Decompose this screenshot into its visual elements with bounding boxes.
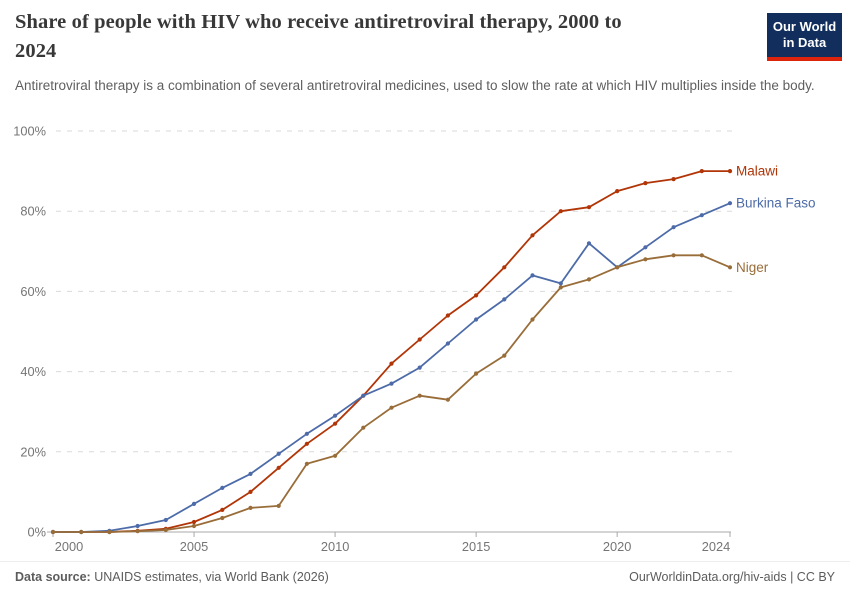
point-burkina-faso-2011[interactable]: [361, 393, 366, 398]
data-source-text: UNAIDS estimates, via World Bank (2026): [90, 570, 329, 584]
point-malawi-2009[interactable]: [304, 441, 309, 446]
point-niger-2000[interactable]: [50, 529, 56, 535]
point-malawi-2021[interactable]: [643, 181, 648, 186]
point-malawi-2019[interactable]: [586, 205, 592, 210]
point-malawi-2015[interactable]: [474, 293, 479, 298]
chart-title-line2: 2024: [15, 40, 57, 62]
x-axis-label-2005: 2005: [180, 539, 208, 554]
point-burkina-faso-2009[interactable]: [304, 431, 309, 436]
point-burkina-faso-2016[interactable]: [502, 297, 507, 302]
point-burkina-faso-2017[interactable]: [530, 273, 535, 278]
owid-logo[interactable]: Our World in Data: [767, 13, 842, 61]
point-malawi-2012[interactable]: [389, 361, 394, 366]
point-niger-2010[interactable]: [333, 453, 338, 458]
point-niger-2001[interactable]: [79, 529, 84, 535]
point-niger-2005[interactable]: [191, 523, 197, 529]
y-axis-label-80: 80%: [20, 204, 46, 219]
owid-logo-line2: in Data: [782, 35, 827, 51]
owid-logo-accent-bar: [767, 56, 842, 61]
point-niger-2004[interactable]: [163, 527, 168, 533]
owid-logo-text: Our World in Data: [767, 13, 842, 57]
point-burkina-faso-2010[interactable]: [333, 413, 338, 418]
point-burkina-faso-2018[interactable]: [558, 281, 563, 286]
series-label-niger[interactable]: Niger: [736, 260, 769, 275]
point-burkina-faso-2014[interactable]: [445, 341, 450, 346]
point-burkina-faso-2022[interactable]: [671, 225, 676, 230]
point-malawi-2014[interactable]: [445, 313, 450, 318]
y-axis-label-20: 20%: [20, 444, 46, 459]
point-malawi-2013[interactable]: [417, 337, 422, 342]
point-niger-2024[interactable]: [727, 265, 733, 270]
point-niger-2023[interactable]: [699, 253, 704, 258]
x-axis-label-2024: 2024: [702, 539, 730, 554]
series-label-malawi[interactable]: Malawi: [736, 164, 778, 179]
point-niger-2002[interactable]: [107, 529, 112, 535]
point-burkina-faso-2008[interactable]: [276, 451, 281, 456]
line-malawi[interactable]: [52, 170, 731, 533]
point-niger-2018[interactable]: [558, 285, 563, 290]
point-niger-2013[interactable]: [417, 393, 422, 398]
line-niger[interactable]: [52, 254, 731, 533]
point-niger-2003[interactable]: [135, 529, 140, 534]
point-niger-2009[interactable]: [304, 461, 309, 466]
point-burkina-faso-2021[interactable]: [643, 245, 648, 250]
line-burkina-faso[interactable]: [52, 202, 731, 533]
point-malawi-2008[interactable]: [276, 465, 281, 470]
point-malawi-2006[interactable]: [220, 507, 225, 512]
y-axis-label-100: 100%: [13, 124, 46, 139]
series-label-burkina-faso[interactable]: Burkina Faso: [736, 196, 816, 211]
point-burkina-faso-2003[interactable]: [135, 523, 140, 529]
point-malawi-2005[interactable]: [191, 519, 197, 525]
point-burkina-faso-2006[interactable]: [220, 485, 225, 490]
point-niger-2022[interactable]: [671, 253, 676, 258]
point-burkina-faso-2004[interactable]: [163, 517, 168, 523]
point-burkina-faso-2019[interactable]: [586, 241, 592, 246]
point-niger-2020[interactable]: [615, 265, 620, 270]
point-niger-2019[interactable]: [586, 277, 592, 282]
point-niger-2016[interactable]: [502, 353, 507, 358]
point-malawi-2022[interactable]: [671, 177, 676, 182]
point-burkina-faso-2013[interactable]: [417, 365, 422, 370]
chart-subtitle: Antiretroviral therapy is a combination …: [15, 78, 815, 93]
y-axis-label-60: 60%: [20, 284, 46, 299]
point-niger-2014[interactable]: [445, 397, 450, 402]
data-source-label: Data source:: [15, 570, 91, 584]
point-burkina-faso-2024[interactable]: [727, 201, 733, 206]
point-niger-2021[interactable]: [643, 257, 648, 262]
x-axis-label-2020: 2020: [603, 539, 631, 554]
point-niger-2015[interactable]: [474, 371, 479, 376]
point-malawi-2010[interactable]: [333, 421, 338, 426]
y-axis-label-40: 40%: [20, 364, 46, 379]
point-malawi-2018[interactable]: [558, 209, 563, 214]
point-malawi-2020[interactable]: [615, 189, 620, 194]
point-niger-2012[interactable]: [389, 405, 394, 410]
point-burkina-faso-2015[interactable]: [474, 317, 479, 322]
owid-link[interactable]: OurWorldinData.org/hiv-aids | CC BY: [629, 570, 835, 584]
chart-footer: Data source: UNAIDS estimates, via World…: [0, 561, 850, 600]
point-burkina-faso-2005[interactable]: [191, 501, 197, 506]
point-niger-2011[interactable]: [361, 425, 366, 430]
x-axis-label-2000: 2000: [55, 539, 83, 554]
chart-title-line1: Share of people with HIV who receive ant…: [15, 11, 622, 33]
point-malawi-2024[interactable]: [727, 169, 733, 174]
point-malawi-2023[interactable]: [699, 169, 704, 174]
point-burkina-faso-2007[interactable]: [248, 471, 253, 476]
point-malawi-2017[interactable]: [530, 233, 535, 238]
y-axis-label-0: 0%: [28, 525, 47, 540]
owid-logo-line1: Our World: [772, 19, 837, 34]
chart-title: Share of people with HIV who receive ant…: [15, 8, 760, 66]
point-niger-2017[interactable]: [530, 317, 535, 322]
point-niger-2006[interactable]: [220, 515, 225, 521]
x-axis-label-2010: 2010: [321, 539, 349, 554]
x-axis-label-2015: 2015: [462, 539, 490, 554]
point-niger-2008[interactable]: [276, 503, 281, 508]
point-niger-2007[interactable]: [248, 505, 253, 510]
point-burkina-faso-2023[interactable]: [699, 213, 704, 218]
data-source: Data source: UNAIDS estimates, via World…: [15, 570, 329, 584]
point-malawi-2007[interactable]: [248, 489, 253, 494]
point-malawi-2016[interactable]: [502, 265, 507, 270]
point-burkina-faso-2012[interactable]: [389, 381, 394, 386]
